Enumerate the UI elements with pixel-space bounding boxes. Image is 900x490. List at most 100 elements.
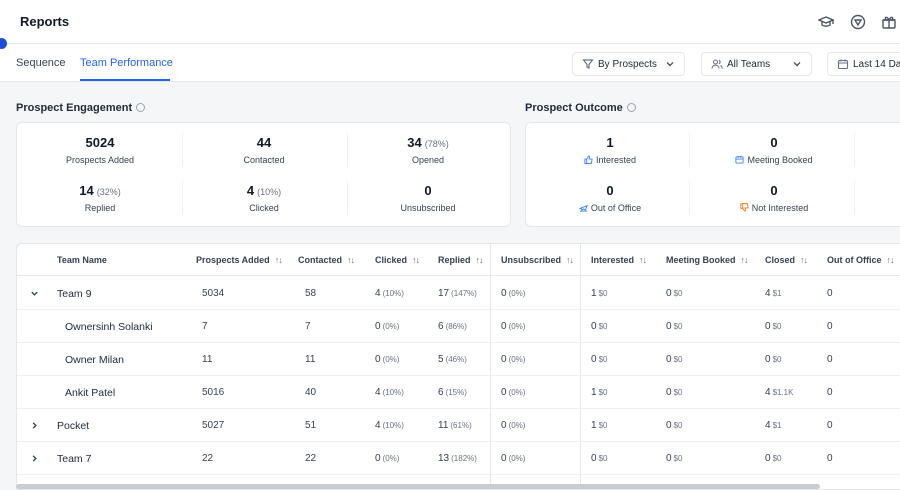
horizontal-scrollbar[interactable] xyxy=(16,484,820,489)
column-header-team-name[interactable]: Team Name xyxy=(57,255,107,265)
sort-icon[interactable]: ↑↓ xyxy=(886,255,895,265)
stat-out-of-office: 0 Out of Office xyxy=(535,183,685,213)
stat-label: Replied xyxy=(84,203,116,213)
stat-label: Opened xyxy=(411,155,445,165)
gift-icon[interactable] xyxy=(881,14,897,30)
cell-subvalue: (10%) xyxy=(382,388,404,397)
tab-sequence[interactable]: Sequence xyxy=(16,57,66,69)
cell-value: 17 xyxy=(438,288,450,299)
stat-label: Clicked xyxy=(249,203,279,213)
calendar-icon xyxy=(837,59,849,70)
prospects-cell: 5034 xyxy=(202,288,224,299)
cell-value: 1 xyxy=(591,420,597,431)
cell-value: 0 xyxy=(827,453,833,464)
table-row[interactable]: Team 7 22 22 0 (0%) 13 (182%) 0 (0%) 0 $0 0 $0 0 $0 0 xyxy=(17,442,900,475)
column-header-interested[interactable]: Interested ↑↓ xyxy=(591,255,647,265)
cell-value: 6 xyxy=(438,387,444,398)
stat-percent: (78%) xyxy=(424,139,449,149)
column-divider xyxy=(580,244,581,489)
cell-subvalue: $0 xyxy=(598,322,608,331)
interested-cell: 0 $0 xyxy=(591,354,607,365)
table-row[interactable]: Team 9 5034 58 4 (10%) 17 (147%) 0 (0%) 1 $0 0 $0 4 $1… xyxy=(17,277,900,310)
column-header-meeting-booked[interactable]: Meeting Booked ↑↓ xyxy=(666,255,749,265)
date-range-dropdown[interactable]: Last 14 Days xyxy=(827,52,900,76)
cell-subvalue: (15%) xyxy=(445,388,467,397)
stat-value: 14 xyxy=(79,183,94,198)
chevron-right-icon[interactable] xyxy=(30,454,39,463)
cell-value: 0 xyxy=(591,321,597,332)
team-name-cell: Team 9 xyxy=(57,288,92,300)
clicked-cell: 0 (0%) xyxy=(375,453,399,464)
cell-subvalue: $0 xyxy=(598,355,608,364)
info-icon[interactable] xyxy=(626,103,636,112)
column-header-replied[interactable]: Replied ↑↓ xyxy=(438,255,484,265)
table-row[interactable]: Owner Milan 11 11 0 (0%) 5 (46%) 0 (0%) 0 $0 0 $0 0 $0… xyxy=(17,343,900,376)
column-header-clicked[interactable]: Clicked ↑↓ xyxy=(375,255,420,265)
compass-icon[interactable] xyxy=(850,14,866,30)
cell-value: 51 xyxy=(305,420,317,431)
table-row[interactable]: Ankit Patel 5016 40 4 (10%) 6 (15%) 0 (0%) 1 $0 0 $0… xyxy=(17,376,900,409)
stat-label: Meeting Booked xyxy=(747,155,813,165)
cell-value: 0 xyxy=(827,387,833,398)
chevron-down-icon[interactable] xyxy=(30,289,39,298)
sort-icon[interactable]: ↑↓ xyxy=(274,255,283,265)
prospect-outcome-title: Prospect Outcome xyxy=(525,102,623,114)
stat-value: 0 xyxy=(424,183,432,198)
column-header-out-of-office[interactable]: Out of Office ↑↓ xyxy=(827,255,895,265)
cell-value: 0 xyxy=(666,420,672,431)
column-header-unsubscribed[interactable]: Unsubscribed ↑↓ xyxy=(501,255,574,265)
teams-filter-label: All Teams xyxy=(727,59,771,70)
table-row[interactable]: Ownersinh Solanki 7 7 0 (0%) 6 (86%) 0 (0%) 0 $0 0 $… xyxy=(17,310,900,343)
cell-subvalue: $0 xyxy=(598,289,608,298)
sidebar-toggle[interactable] xyxy=(0,38,7,49)
cell-value: 0 xyxy=(666,453,672,464)
cell-value: 0 xyxy=(666,321,672,332)
cell-value: 11 xyxy=(438,420,449,431)
cell-value: 0 xyxy=(501,387,507,398)
teams-filter-dropdown[interactable]: All Teams xyxy=(701,52,812,76)
cell-value: 22 xyxy=(202,453,214,464)
cell-value: 0 xyxy=(666,387,672,398)
sort-icon[interactable]: ↑↓ xyxy=(347,255,355,265)
clicked-cell: 4 (10%) xyxy=(375,420,404,431)
sort-icon[interactable]: ↑↓ xyxy=(475,255,484,265)
column-header-contacted[interactable]: Contacted ↑↓ xyxy=(298,255,355,265)
cell-subvalue: (0%) xyxy=(508,355,526,364)
cell-value: 0 xyxy=(827,354,833,365)
replied-cell: 5 (46%) xyxy=(438,354,467,365)
sort-icon[interactable]: ↑↓ xyxy=(740,255,749,265)
cell-subvalue: $0 xyxy=(673,289,683,298)
column-header-prospects-added[interactable]: Prospects Added ↑↓ xyxy=(196,255,283,265)
cell-value: 0 xyxy=(765,354,771,365)
graduation-cap-icon[interactable] xyxy=(818,14,834,30)
sort-icon[interactable]: ↑↓ xyxy=(412,255,420,265)
chevron-right-icon[interactable] xyxy=(30,421,39,430)
tabs-bar: Sequence Team Performance By Prospects A… xyxy=(0,44,900,82)
prospect-outcome-heading: Prospect Outcome xyxy=(525,102,636,114)
team-name-cell: Ownersinh Solanki xyxy=(65,321,153,333)
prospects-cell: 22 xyxy=(202,453,213,464)
stat-value: 5024 xyxy=(85,135,115,150)
table-row[interactable]: Pocket 5027 51 4 (10%) 11 (61%) 0 (0%) 1 $0 0 $0 4 $1 0 xyxy=(17,409,900,442)
cell-value: 58 xyxy=(305,288,317,299)
column-header-closed[interactable]: Closed ↑↓ xyxy=(765,255,808,265)
cell-subvalue: $0 xyxy=(673,322,683,331)
tab-team-performance[interactable]: Team Performance xyxy=(80,57,173,69)
info-icon[interactable] xyxy=(136,103,146,112)
unsub-cell: 0 (0%) xyxy=(501,354,525,365)
stat-percent: (10%) xyxy=(257,187,282,197)
prospects-filter-dropdown[interactable]: By Prospects xyxy=(572,52,685,76)
sort-icon[interactable]: ↑↓ xyxy=(639,255,647,265)
stat-value: 1 xyxy=(606,135,614,150)
cell-value: 4 xyxy=(765,420,771,431)
team-performance-table: Team Name Prospects Added ↑↓ Contacted ↑↓ … xyxy=(16,243,900,490)
ooo-cell: 0 xyxy=(827,420,833,431)
cell-value: 6 xyxy=(438,321,444,332)
stat-value: 44 xyxy=(256,135,272,150)
cell-subvalue: $0 xyxy=(673,454,683,463)
interested-cell: 0 $0 xyxy=(591,321,607,332)
sort-icon[interactable]: ↑↓ xyxy=(800,255,808,265)
cell-subvalue: (10%) xyxy=(382,421,404,430)
sort-icon[interactable]: ↑↓ xyxy=(566,255,574,265)
stat-label: Unsubscribed xyxy=(400,203,456,213)
